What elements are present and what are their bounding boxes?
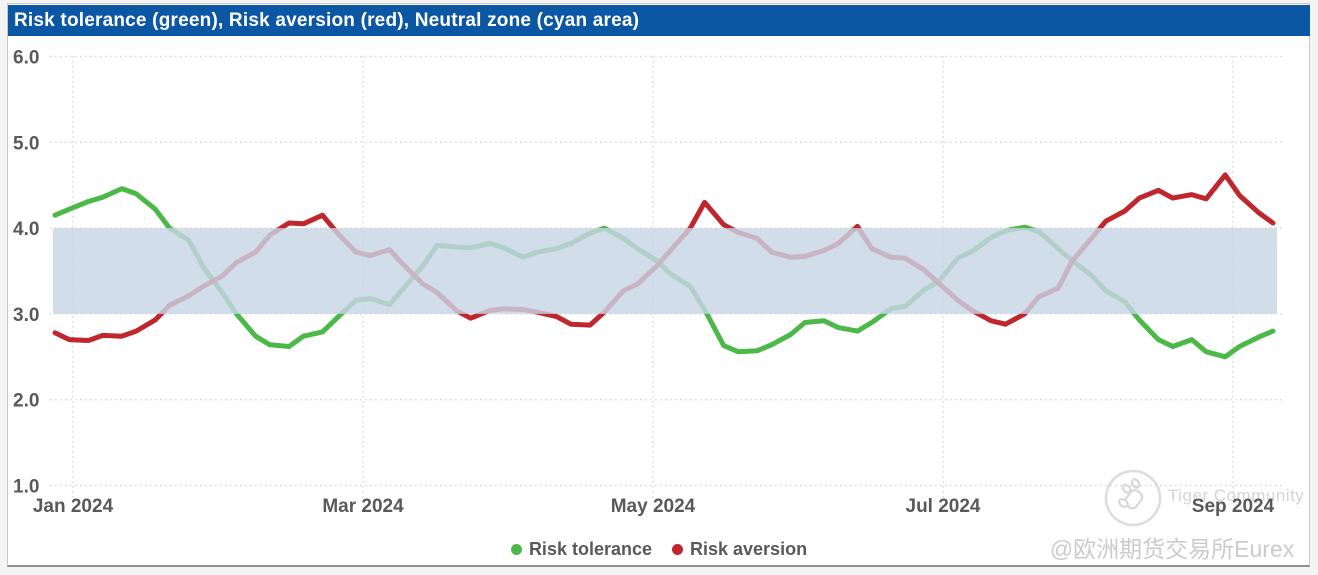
y-axis-label-3.0: 3.0 bbox=[13, 305, 39, 326]
x-axis-label-Jan-2024: Jan 2024 bbox=[33, 496, 114, 517]
legend-label-risk-aversion: Risk aversion bbox=[690, 538, 808, 559]
legend-item-risk-aversion: Risk aversion bbox=[672, 539, 807, 560]
chart-title: Risk tolerance (green), Risk aversion (r… bbox=[14, 10, 640, 31]
watermark-handle: @欧洲期货交易所Eurex bbox=[1049, 536, 1295, 562]
neutral-zone-band bbox=[53, 228, 1277, 314]
x-axis-label-Mar-2024: Mar 2024 bbox=[322, 496, 404, 517]
x-axis-label-Sep-2024: Sep 2024 bbox=[1192, 496, 1275, 517]
risk-aversion-dot-icon bbox=[672, 543, 683, 555]
chart-legend: Risk tolerance Risk aversion bbox=[0, 537, 1318, 561]
risk-tolerance-dot-icon bbox=[510, 543, 522, 555]
legend-label-risk-tolerance: Risk tolerance bbox=[528, 538, 652, 559]
y-axis-label-6.0: 6.0 bbox=[13, 48, 39, 69]
x-axis-label-Jul-2024: Jul 2024 bbox=[906, 496, 981, 517]
y-axis-label-2.0: 2.0 bbox=[13, 391, 39, 412]
watermark-community-name: Tiger Community bbox=[1168, 486, 1305, 505]
y-axis-label-5.0: 5.0 bbox=[13, 133, 39, 154]
tiger-community-logo-icon bbox=[1104, 469, 1162, 527]
y-axis-label-4.0: 4.0 bbox=[13, 219, 39, 240]
chart-title-bar: Risk tolerance (green), Risk aversion (r… bbox=[8, 5, 1310, 36]
legend-item-risk-tolerance: Risk tolerance bbox=[510, 538, 652, 560]
x-axis-label-May-2024: May 2024 bbox=[611, 496, 696, 517]
y-axis-label-1.0: 1.0 bbox=[13, 477, 39, 498]
watermark: Tiger Community @欧洲期货交易所Eurex bbox=[1040, 462, 1310, 567]
